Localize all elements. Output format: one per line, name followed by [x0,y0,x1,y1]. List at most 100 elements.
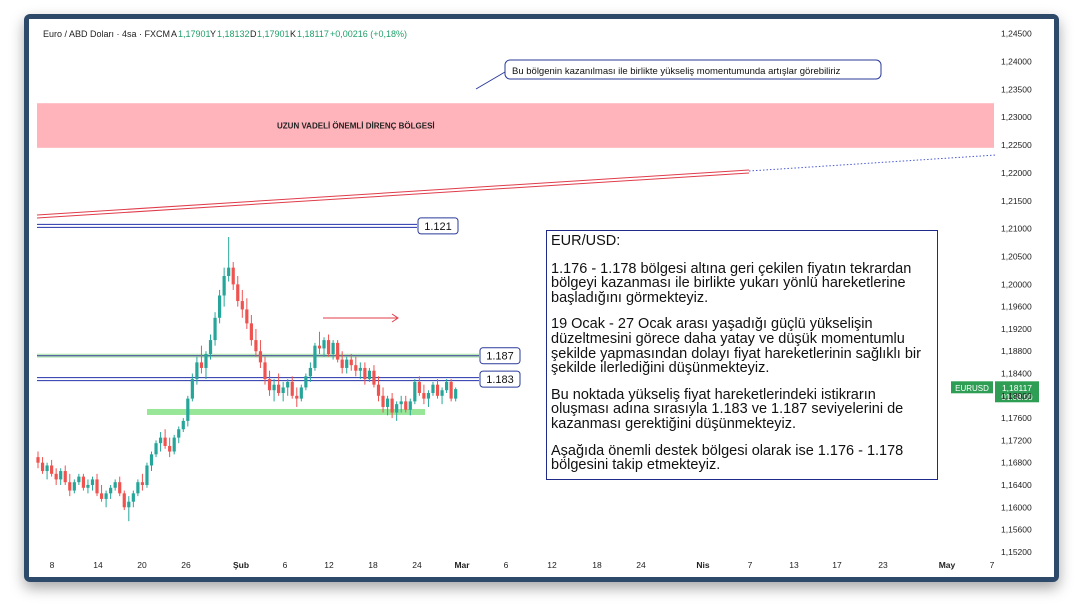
callout-box [504,59,882,80]
candle-41 [222,267,226,307]
candle-86 [426,390,431,407]
candle-45 [240,289,244,318]
candle-64 [326,334,331,357]
candle-22 [136,479,140,497]
candle-34 [190,373,194,402]
y-tick-9: 1,20000 [1001,279,1032,289]
candle-80 [399,395,403,413]
x-tick-20: 7 [990,560,995,570]
candle-body-16 [109,487,113,494]
analysis-note: EUR/USD: 1.176 - 1.178 bölgesi altına ge… [546,230,938,480]
y-tick-21: 1,15200 [1001,547,1032,557]
candle-18 [118,476,122,497]
candle-body-49 [258,351,263,363]
support-band[interactable] [147,408,425,415]
callout[interactable]: Bu bölgenin kazanılması ile birlikte yük… [475,59,882,90]
y-tick-2: 1,23500 [1001,84,1032,94]
x-tick-13: 24 [636,560,646,570]
level-label-box-1 [479,347,521,365]
candle-body-57 [295,395,299,399]
candle-body-47 [249,323,253,341]
y-tick-20: 1,15600 [1001,525,1032,535]
candle-71 [358,362,362,380]
candle-11 [86,479,90,494]
close-value: 1,18117 [297,29,329,39]
candle-body-50 [263,362,267,380]
candle-body-5 [59,471,63,480]
candle-body-91 [449,381,453,399]
candle-78 [390,393,394,419]
candle-9 [77,473,81,485]
candle-52 [272,379,276,402]
candle-body-88 [435,384,440,396]
candle-body-66 [336,342,340,360]
candle-body-81 [404,401,408,410]
candle-body-70 [354,365,358,371]
candle-body-19 [122,493,126,508]
candle-36 [199,345,204,374]
candle-body-28 [163,437,167,446]
candle-body-75 [376,384,381,396]
candle-body-13 [95,479,99,494]
candle-25 [149,451,154,472]
candle-57 [295,387,299,407]
candle-47 [249,315,253,346]
resistance-zone[interactable] [37,103,994,148]
high-label: Y [210,29,216,39]
candle-27 [158,432,163,452]
candle-1 [40,457,45,474]
candle-body-90 [445,381,449,391]
x-tick-16: 13 [789,560,799,570]
candle-29 [168,437,172,458]
candle-49 [258,340,263,368]
y-tick-10: 1,19600 [1001,302,1032,312]
note-paragraph-3: Bu noktada yükseliş fiyat hareketlerinde… [551,386,904,432]
y-tick-11: 1,19200 [1001,324,1032,334]
candle-body-20 [127,501,131,508]
level-label-box-0 [417,217,459,235]
level-label-text-2: 1.183 [486,374,514,386]
candle-body-9 [77,476,81,483]
candle-67 [340,351,344,374]
y-tick-8: 1,20500 [1001,251,1032,261]
candle-42 [227,236,231,282]
candle-44 [236,275,240,307]
x-tick-17: 17 [832,560,842,570]
trend-line-lower[interactable] [36,172,750,219]
candle-body-17 [113,482,117,488]
candle-33 [186,395,190,427]
candle-20 [127,496,131,522]
candle-91 [449,379,453,402]
candle-12 [90,476,95,491]
candle-73 [367,367,372,382]
candle-68 [345,356,349,374]
candle-body-87 [431,384,435,394]
trend-line-upper[interactable] [36,169,750,216]
candle-body-45 [240,301,244,310]
low-label: D [250,29,257,39]
level-label-1[interactable]: 1.187 [479,347,521,365]
y-tick-15: 1,17600 [1001,413,1032,423]
candle-body-21 [131,493,135,502]
price-badge-price: 1,18117 [1002,383,1032,393]
candle-28 [163,429,167,449]
candle-body-44 [236,284,240,302]
x-tick-5: 6 [283,560,288,570]
candle-66 [336,340,340,363]
candle-51 [267,370,272,396]
level-label-0[interactable]: 1.121 [417,217,459,235]
candle-body-12 [90,479,95,485]
level-label-2[interactable]: 1.183 [479,370,521,388]
candle-46 [245,298,249,329]
candle-body-40 [218,295,222,318]
candle-14 [99,484,104,502]
candle-82 [408,398,412,416]
candle-39 [213,312,217,346]
candle-body-38 [208,340,213,355]
candle-50 [263,356,267,385]
x-tick-0: 8 [50,560,55,570]
candle-65 [331,340,335,360]
y-tick-4: 1,22500 [1001,140,1032,150]
x-tick-11: 12 [547,560,557,570]
candle-body-80 [399,401,403,405]
